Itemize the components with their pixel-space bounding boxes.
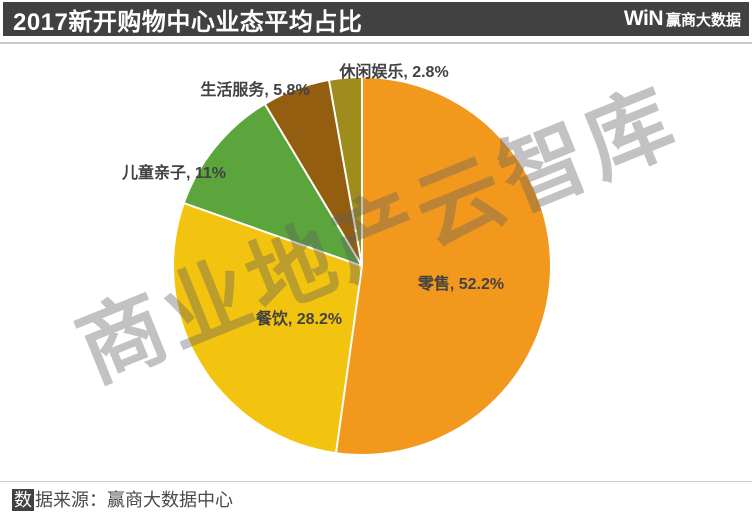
- footer-divider: [0, 481, 752, 482]
- slice-separator: [335, 265, 363, 453]
- win-logo-mark: WiN: [623, 7, 664, 30]
- slice-label-leisure: 休闲娱乐, 2.8%: [339, 64, 449, 81]
- slice-label-food: 餐饮, 28.2%: [255, 311, 343, 328]
- pie-chart: [174, 78, 550, 454]
- title-bar: 2017新开购物中心业态平均占比 WiN 赢商大数据: [3, 2, 749, 36]
- slice-label-retail: 零售, 52.2%: [417, 276, 505, 293]
- source-text: 据来源：赢商大数据中心: [35, 490, 233, 510]
- slice-separator: [184, 202, 363, 267]
- slice-separator: [361, 78, 363, 266]
- slice-label-life-services: 生活服务, 5.8%: [200, 82, 310, 99]
- win-logo-text: 赢商大数据: [665, 11, 741, 29]
- slice-label-children: 儿童亲子, 11%: [121, 165, 227, 182]
- win-logo: WiN 赢商大数据: [624, 7, 741, 31]
- source-badge: 数: [12, 489, 34, 511]
- page-title: 2017新开购物中心业态平均占比: [13, 8, 363, 36]
- source-footer: 数据来源：赢商大数据中心: [12, 489, 233, 511]
- header-divider: [0, 42, 752, 44]
